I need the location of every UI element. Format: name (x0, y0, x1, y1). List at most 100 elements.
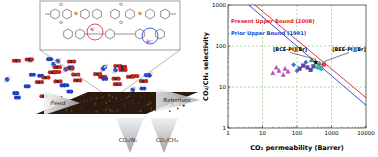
atom-n (15, 91, 19, 95)
membrane-texture (91, 97, 93, 99)
label: Feed (51, 99, 66, 106)
atom-label: O (59, 20, 63, 25)
membrane-texture (169, 110, 171, 112)
membrane-texture (177, 108, 179, 110)
membrane-texture (109, 109, 111, 111)
ring (136, 29, 145, 39)
atom-h (8, 76, 10, 78)
atom-h (150, 72, 152, 74)
ring (146, 9, 155, 19)
atom-h (63, 70, 65, 72)
tick (262, 126, 263, 129)
feed-arrow (44, 91, 80, 115)
atom-o (58, 79, 62, 83)
atom-o (57, 70, 61, 74)
tick-label: 100 (216, 43, 227, 49)
inset (40, 1, 180, 50)
atom-n (104, 77, 108, 81)
membrane-texture (83, 100, 85, 102)
data-point (304, 60, 308, 64)
membrane-texture (94, 94, 95, 95)
atom-n (69, 89, 73, 93)
atom-o (17, 59, 21, 63)
permeate-arrow (150, 118, 178, 153)
membrane-texture (95, 97, 97, 99)
membrane-texture (151, 110, 153, 112)
data-point (295, 68, 299, 72)
ring (156, 29, 165, 39)
line-label: Present Upper Bound (2008) (231, 18, 315, 25)
atom-o (118, 82, 122, 86)
membrane-texture (70, 110, 72, 112)
membrane-texture (149, 103, 151, 105)
membrane-texture (108, 100, 110, 102)
axis-label: CO₂/CH₄ selectivity (202, 31, 210, 101)
atom-n (142, 86, 146, 90)
label: Retentate (163, 97, 191, 103)
atom-o (117, 77, 121, 81)
atom-h (100, 70, 102, 72)
atom-o (53, 70, 57, 74)
zoom-line (112, 50, 180, 99)
atom-o (58, 65, 62, 69)
atom-o (98, 72, 102, 76)
data-point (306, 66, 310, 70)
membrane-texture (141, 96, 142, 97)
ring (126, 9, 135, 19)
plot-frame (228, 5, 366, 128)
atom-c (113, 68, 118, 73)
tick (228, 46, 231, 47)
membrane-texture (132, 100, 133, 101)
atom-o (40, 80, 44, 84)
membrane-texture (105, 109, 107, 111)
membrane-texture (183, 105, 184, 106)
annotation-arrow (324, 53, 349, 62)
permeate-arrow (116, 118, 144, 153)
membrane-texture (80, 100, 81, 101)
tick-label: 10000 (357, 130, 375, 136)
data-point (286, 69, 290, 73)
ring (161, 9, 170, 19)
annotation-arrow (290, 53, 316, 60)
annotation: [BEE-PI][Br] (332, 46, 366, 52)
membrane-texture (126, 97, 128, 99)
atom-o (123, 65, 127, 69)
highlight (142, 28, 158, 44)
atom-o (30, 57, 34, 61)
highlight (87, 24, 103, 40)
ring (63, 9, 72, 19)
ring (106, 29, 115, 39)
atom-label: O (119, 2, 123, 7)
atom-o (144, 79, 148, 83)
data-point (313, 59, 318, 64)
membrane-texture (116, 109, 118, 111)
atom-o (131, 75, 135, 79)
bond (170, 14, 176, 15)
data-point (312, 64, 316, 68)
tick (297, 126, 298, 129)
atom-label: N (74, 11, 77, 16)
axis-label: CO₂ permeability (Barrer) (250, 144, 344, 152)
membrane-texture (111, 110, 113, 112)
data-point (277, 68, 281, 72)
ring (111, 9, 120, 19)
label: CO₂/N₂ (119, 137, 138, 143)
atom-o (70, 66, 74, 70)
membrane-texture (115, 97, 117, 99)
membrane-texture (150, 107, 152, 109)
membrane-texture (128, 95, 130, 97)
atom-h (106, 64, 108, 66)
data-point (271, 71, 275, 75)
atom-n (62, 83, 66, 87)
atom-o (46, 75, 50, 79)
tick-label: 10 (219, 84, 226, 90)
atom-o (135, 74, 139, 78)
tick-label: 1000 (325, 130, 339, 136)
grid-line (331, 5, 332, 128)
atom-label: O (119, 20, 123, 25)
membrane-texture (105, 102, 107, 104)
atom-h (112, 71, 114, 73)
annotation: [BCE-PI][Br] (273, 46, 307, 52)
membrane-texture (124, 105, 126, 107)
chart: 1101001000100001101001000Present Upper B… (202, 2, 375, 152)
